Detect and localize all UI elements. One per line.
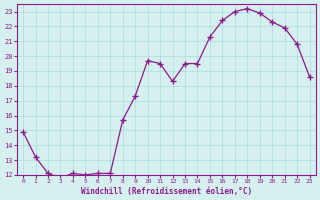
X-axis label: Windchill (Refroidissement éolien,°C): Windchill (Refroidissement éolien,°C) <box>81 187 252 196</box>
